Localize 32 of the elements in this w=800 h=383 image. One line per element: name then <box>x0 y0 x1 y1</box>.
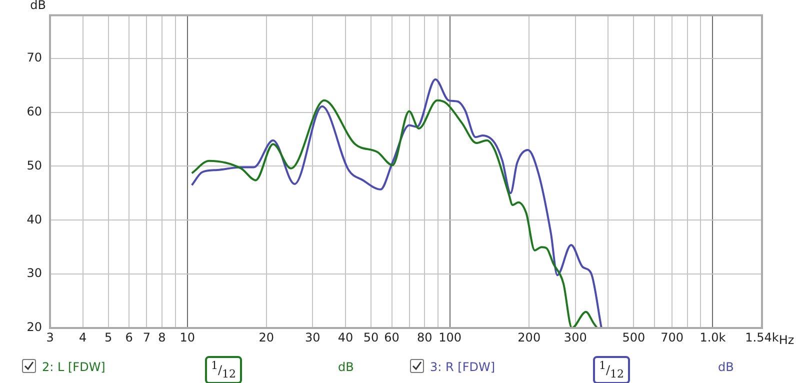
x-tick-label: 6 <box>125 330 133 344</box>
x-tick-label: 4 <box>79 330 87 344</box>
x-tick-label: 80 <box>416 330 432 344</box>
x-tick-label: 10 <box>180 330 195 344</box>
x-tick-label: 1.54k <box>745 330 779 344</box>
x-tick-label: 40 <box>338 330 354 344</box>
x-tick-label: 5 <box>104 330 112 344</box>
x-tick-label: 60 <box>384 330 400 344</box>
y-axis-title: dB <box>30 0 46 12</box>
x-tick-label: 20 <box>258 330 274 344</box>
x-tick-label: 300 <box>564 330 587 344</box>
x-axis-title: Hz <box>778 333 794 348</box>
text: 3: R [FDW] <box>430 360 496 374</box>
y-tick-label: 70 <box>26 50 42 64</box>
x-tick-label: 50 <box>363 330 379 344</box>
x-tick-label: 200 <box>518 330 541 344</box>
x-tick-label: 30 <box>305 330 320 344</box>
y-tick-label: 60 <box>26 104 42 118</box>
x-tick-label: 3 <box>46 330 54 344</box>
x-tick-label: 8 <box>158 330 166 344</box>
x-tick-label: 100 <box>438 330 462 344</box>
x-tick-label: 7 <box>142 330 150 344</box>
y-tick-label: 30 <box>26 266 42 280</box>
text: 2: L [FDW] <box>42 360 106 374</box>
y-tick-label: 20 <box>26 320 42 334</box>
x-tick-label: 1.0k <box>700 330 726 344</box>
x-tick-label: 500 <box>622 330 646 344</box>
y-tick-label: 50 <box>26 158 42 172</box>
y-tick-label: 40 <box>26 212 42 226</box>
text: dB <box>718 360 734 374</box>
text: dB <box>338 360 354 374</box>
x-tick-label: 700 <box>660 330 684 344</box>
